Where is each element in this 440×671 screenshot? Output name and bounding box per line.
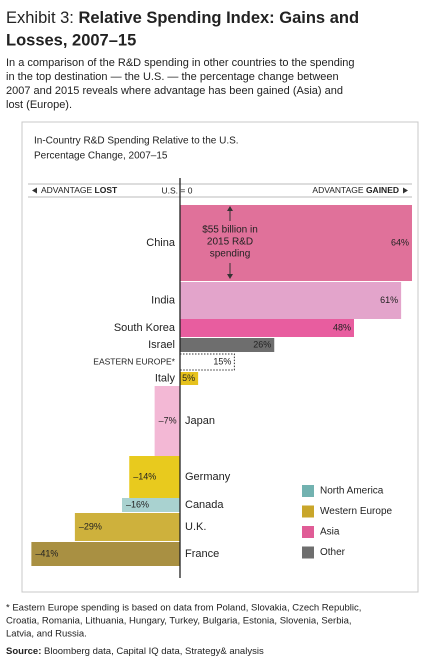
legend-swatch xyxy=(302,526,314,538)
footnote: Latvia, and Russia. xyxy=(6,629,87,640)
subtitle: 2007 and 2015 reveals where advantage ha… xyxy=(6,85,343,97)
legend-label: North America xyxy=(320,486,384,497)
annotation: 2015 R&D xyxy=(207,237,253,248)
value-label: –41% xyxy=(35,548,58,558)
subtitle: lost (Europe). xyxy=(6,99,72,111)
axis-zero-label: U.S. = 0 xyxy=(162,185,193,195)
plot: China 64% India 61% South Korea 48% Israel 26% E… xyxy=(31,205,412,566)
category-label: Italy xyxy=(155,372,176,384)
bar xyxy=(180,282,402,319)
arrow-left xyxy=(32,187,37,194)
category-label: France xyxy=(185,548,219,560)
legend-swatch xyxy=(302,505,314,518)
chart-title: Percentage Change, 2007–15 xyxy=(34,151,168,162)
axis-right-label: ADVANTAGE GAINED xyxy=(312,185,399,195)
annotation-arrow xyxy=(227,206,233,211)
legend-label: Western Europe xyxy=(320,506,393,517)
source-text: Bloomberg data, Capital IQ data, Strateg… xyxy=(41,646,264,657)
bar xyxy=(180,319,354,337)
value-label: 61% xyxy=(380,295,398,305)
bar xyxy=(154,386,180,456)
title-line: Relative Spending Index: Gains and xyxy=(78,9,359,27)
title: Exhibit 3: Relative Spending Index: Gain… xyxy=(6,9,359,27)
axis-label: ADVANTAGE xyxy=(41,185,95,195)
bar xyxy=(129,456,180,498)
subtitle: in the top destination — the U.S. — the … xyxy=(6,71,339,83)
bar xyxy=(180,205,412,281)
source-label: Source: xyxy=(6,646,41,657)
value-label: 64% xyxy=(391,237,409,247)
category-label: U.K. xyxy=(185,521,206,533)
legend-swatch xyxy=(302,485,314,497)
value-label: –16% xyxy=(126,499,149,509)
value-label: –29% xyxy=(79,521,102,531)
category-label: EASTERN EUROPE* xyxy=(93,356,175,366)
category-label: Germany xyxy=(185,471,231,483)
value-label: –14% xyxy=(133,471,156,481)
bar xyxy=(180,372,199,385)
value-label: –7% xyxy=(159,415,177,425)
category-label: Canada xyxy=(185,499,224,511)
category-label: Japan xyxy=(185,415,215,427)
footnote: Croatia, Romania, Lithuania, Hungary, Tu… xyxy=(6,616,352,627)
bar xyxy=(180,338,275,352)
annotation: spending xyxy=(210,249,251,260)
value-label: 5% xyxy=(182,373,195,383)
legend-label: Other xyxy=(320,547,346,558)
bar xyxy=(122,498,180,512)
annotation: $55 billion in xyxy=(202,225,258,236)
arrow-right xyxy=(403,187,408,194)
chart-title: In-Country R&D Spending Relative to the … xyxy=(34,136,239,147)
legend-swatch xyxy=(302,546,314,559)
legend-label: Asia xyxy=(320,527,340,538)
title-prefix: Exhibit 3: xyxy=(6,9,74,27)
category-label: India xyxy=(151,294,176,306)
annotation-arrow xyxy=(227,274,233,279)
value-label: 15% xyxy=(213,356,231,366)
axis-label: ADVANTAGE xyxy=(312,185,366,195)
bar xyxy=(74,513,180,541)
value-label: 48% xyxy=(333,322,351,332)
bar xyxy=(31,542,180,566)
source: Source: Bloomberg data, Capital IQ data,… xyxy=(6,646,264,657)
footnote: * Eastern Europe spending is based on da… xyxy=(6,603,361,614)
category-label: Israel xyxy=(148,339,175,351)
title-line: Losses, 2007–15 xyxy=(6,31,136,49)
value-label: 26% xyxy=(253,339,271,349)
legend: North America Western Europe Asia Other xyxy=(302,485,393,559)
axis-label: LOST xyxy=(95,185,118,195)
axis-label: GAINED xyxy=(366,185,399,195)
category-label: South Korea xyxy=(114,322,176,334)
subtitle: In a comparison of the R&D spending in o… xyxy=(6,57,355,69)
axis-left-label: ADVANTAGE LOST xyxy=(41,185,118,195)
category-label: China xyxy=(146,237,176,249)
